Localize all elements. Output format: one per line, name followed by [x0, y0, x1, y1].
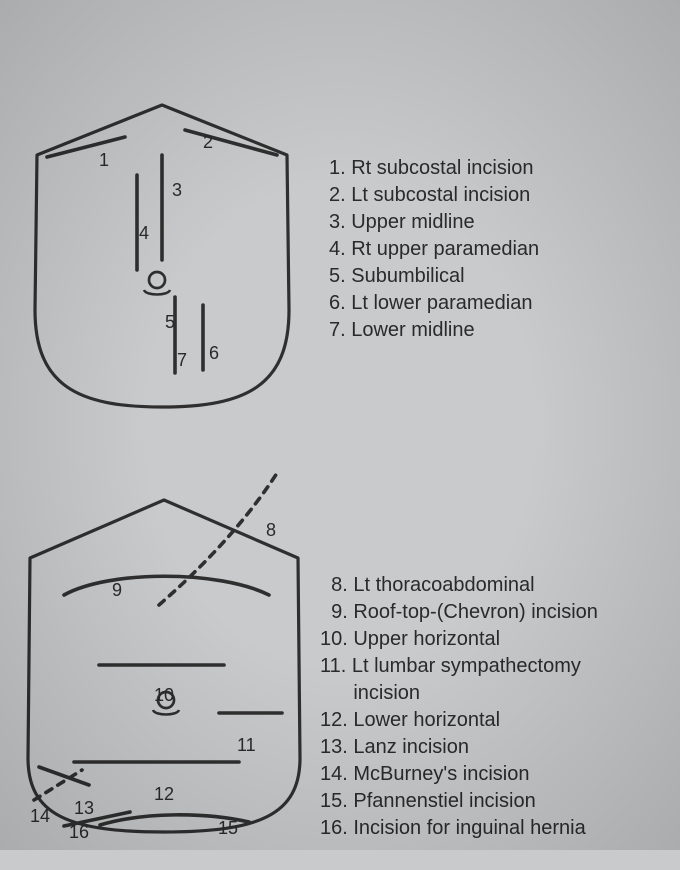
legend-item: 13. Lanz incision	[320, 734, 598, 761]
diagram-page: 1234567 1. Rt subcostal incision2. Lt su…	[0, 0, 680, 850]
legend-lower: 8. Lt thoracoabdominal 9. Roof-top-(Chev…	[320, 572, 598, 842]
incision-label-8: 8	[266, 520, 276, 541]
legend-upper: 1. Rt subcostal incision2. Lt subcostal …	[329, 155, 539, 344]
legend-item: 2. Lt subcostal incision	[329, 182, 539, 209]
legend-item: 6. Lt lower paramedian	[329, 290, 539, 317]
umbilicus-arc	[144, 290, 170, 295]
torso-diagram-upper	[27, 85, 297, 425]
legend-item: 12. Lower horizontal	[320, 707, 598, 734]
incision-label-10: 10	[154, 685, 174, 706]
legend-item: 15. Pfannenstiel incision	[320, 788, 598, 815]
incision-label-13: 13	[74, 798, 94, 819]
legend-item: 1. Rt subcostal incision	[329, 155, 539, 182]
umbilicus-icon	[149, 272, 165, 288]
incision-label-2: 2	[203, 132, 213, 153]
legend-item: incision	[320, 680, 598, 707]
legend-item: 4. Rt upper paramedian	[329, 236, 539, 263]
incision-label-6: 6	[209, 343, 219, 364]
incision-9	[64, 576, 269, 595]
incision-label-1: 1	[99, 150, 109, 171]
incision-label-15: 15	[218, 818, 238, 839]
legend-item: 10. Upper horizontal	[320, 626, 598, 653]
incision-label-7: 7	[177, 350, 187, 371]
incision-label-4: 4	[139, 223, 149, 244]
legend-item: 5. Subumbilical	[329, 263, 539, 290]
incision-label-3: 3	[172, 180, 182, 201]
legend-item: 3. Upper midline	[329, 209, 539, 236]
legend-item: 8. Lt thoracoabdominal	[320, 572, 598, 599]
incision-label-9: 9	[112, 580, 122, 601]
incision-8	[159, 470, 279, 605]
legend-item: 9. Roof-top-(Chevron) incision	[320, 599, 598, 626]
incision-label-11: 11	[237, 735, 256, 756]
legend-item: 16. Incision for inguinal hernia	[320, 815, 598, 842]
torso-diagram-lower	[14, 470, 324, 870]
incision-label-5: 5	[165, 312, 175, 333]
legend-item: 14. McBurney's incision	[320, 761, 598, 788]
incision-label-12: 12	[154, 784, 174, 805]
umbilicus-arc	[153, 710, 179, 715]
incision-label-14: 14	[30, 806, 50, 827]
incision-label-16: 16	[69, 822, 89, 843]
legend-item: 11. Lt lumbar sympathectomy	[320, 653, 598, 680]
legend-item: 7. Lower midline	[329, 317, 539, 344]
